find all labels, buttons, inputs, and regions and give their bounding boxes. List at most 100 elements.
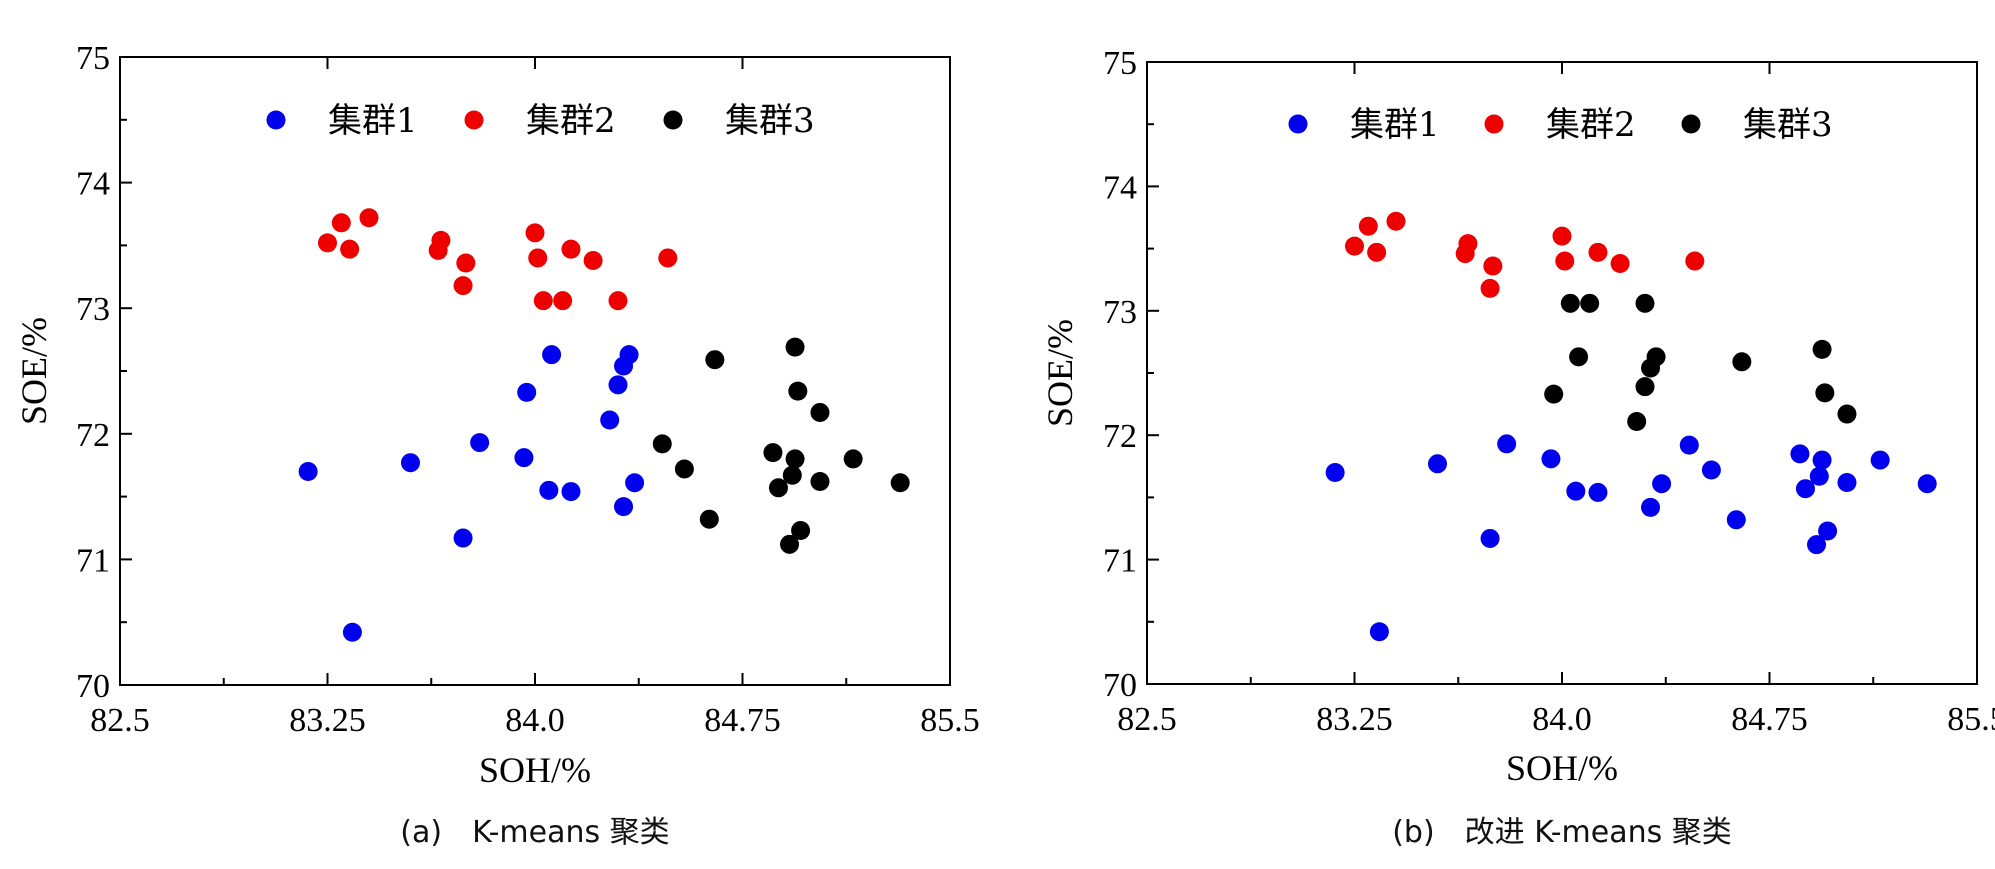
data-point [517, 382, 537, 402]
x-tick-label: 83.25 [1316, 701, 1393, 738]
x-axis-title: SOH/% [479, 750, 591, 790]
data-point [782, 465, 802, 485]
data-point [705, 350, 725, 370]
data-point [810, 402, 830, 422]
y-tick-label: 73 [1103, 294, 1137, 331]
data-point [1635, 377, 1655, 397]
data-point [1641, 497, 1661, 517]
data-point [1809, 466, 1829, 486]
data-point [785, 337, 805, 357]
legend-marker [663, 110, 683, 130]
data-point [652, 434, 672, 454]
x-tick-label: 85.5 [920, 702, 980, 739]
data-point [470, 433, 490, 453]
x-axis-title: SOH/% [1506, 748, 1618, 788]
data-point [608, 375, 628, 395]
data-point [1685, 251, 1705, 271]
data-point [561, 239, 581, 259]
x-tick-label: 85.5 [1947, 701, 1995, 738]
y-axis-title: SOE/% [1040, 319, 1080, 427]
data-point [1588, 482, 1608, 502]
y-tick-label: 71 [1103, 543, 1137, 580]
x-tick-label: 83.25 [289, 702, 366, 739]
data-point [625, 473, 645, 493]
figure-caption: (a) K-means 聚类 [400, 815, 669, 850]
data-point [528, 248, 548, 268]
data-point [1837, 472, 1857, 492]
legend-label: 集群2 [526, 101, 616, 141]
data-point [614, 497, 634, 517]
data-point [1701, 460, 1721, 480]
legend: 集群1 集群2 集群3 [1288, 105, 1833, 145]
data-point [1369, 622, 1389, 642]
data-point [583, 250, 603, 270]
data-point [1870, 450, 1890, 470]
y-tick-label: 75 [76, 40, 110, 77]
data-point [1566, 481, 1586, 501]
data-point [1386, 211, 1406, 231]
data-point [1790, 444, 1810, 464]
data-point [456, 253, 476, 273]
y-tick-label: 72 [76, 417, 110, 454]
series-2 [318, 208, 678, 311]
legend-label: 集群1 [1350, 105, 1440, 145]
legend-label: 集群1 [328, 101, 418, 141]
data-point [608, 291, 628, 311]
data-point [1812, 339, 1832, 359]
data-point [1815, 383, 1835, 403]
x-tick-label: 84.0 [1532, 701, 1592, 738]
data-point [1345, 236, 1364, 256]
legend-marker [1681, 114, 1701, 134]
data-point [359, 208, 379, 228]
y-axis-title: SOE/% [14, 317, 54, 425]
y-tick-label: 70 [1103, 667, 1137, 704]
data-point [810, 472, 830, 492]
data-point [780, 534, 800, 554]
y-tick-label: 74 [1103, 169, 1137, 206]
x-tick-label: 84.75 [704, 702, 781, 739]
data-point [342, 622, 362, 642]
y-tick-label: 74 [76, 166, 110, 203]
legend-marker [1288, 114, 1308, 134]
data-point [1480, 528, 1500, 548]
data-point [658, 248, 678, 268]
data-point [1646, 347, 1666, 367]
data-point [1358, 216, 1378, 236]
data-point [1795, 479, 1815, 499]
data-point [331, 213, 351, 233]
data-point [1555, 251, 1575, 271]
legend-label: 集群3 [725, 101, 815, 141]
data-point [1325, 463, 1345, 483]
series-2 [1345, 211, 1705, 298]
data-point [318, 233, 337, 253]
data-point [514, 448, 534, 468]
data-point [890, 473, 910, 493]
data-point [1569, 347, 1589, 367]
legend-marker [266, 110, 286, 130]
y-tick-label: 72 [1103, 418, 1137, 455]
data-point [1541, 449, 1561, 469]
data-point [533, 291, 553, 311]
legend-marker [464, 110, 484, 130]
series-1 [1325, 434, 1937, 642]
data-point [1837, 404, 1857, 424]
y-tick-label: 70 [76, 668, 110, 705]
data-point [298, 461, 318, 481]
plot-frame [1146, 61, 1978, 685]
data-point [843, 449, 863, 469]
y-tick-label: 73 [76, 291, 110, 328]
data-point [1560, 293, 1580, 313]
data-point [1807, 535, 1827, 555]
legend-label: 集群3 [1743, 105, 1833, 145]
figure-caption: (b) 改进 K-means 聚类 [1392, 815, 1732, 850]
y-tick-label: 71 [76, 542, 110, 579]
series-3 [1544, 293, 1857, 432]
y-tick-label: 75 [1103, 45, 1137, 82]
data-point [525, 223, 545, 243]
legend-label: 集群2 [1546, 105, 1636, 145]
data-point [1610, 254, 1630, 274]
legend-marker [1484, 114, 1504, 134]
data-point [1917, 474, 1937, 494]
plot-frame [119, 56, 951, 686]
